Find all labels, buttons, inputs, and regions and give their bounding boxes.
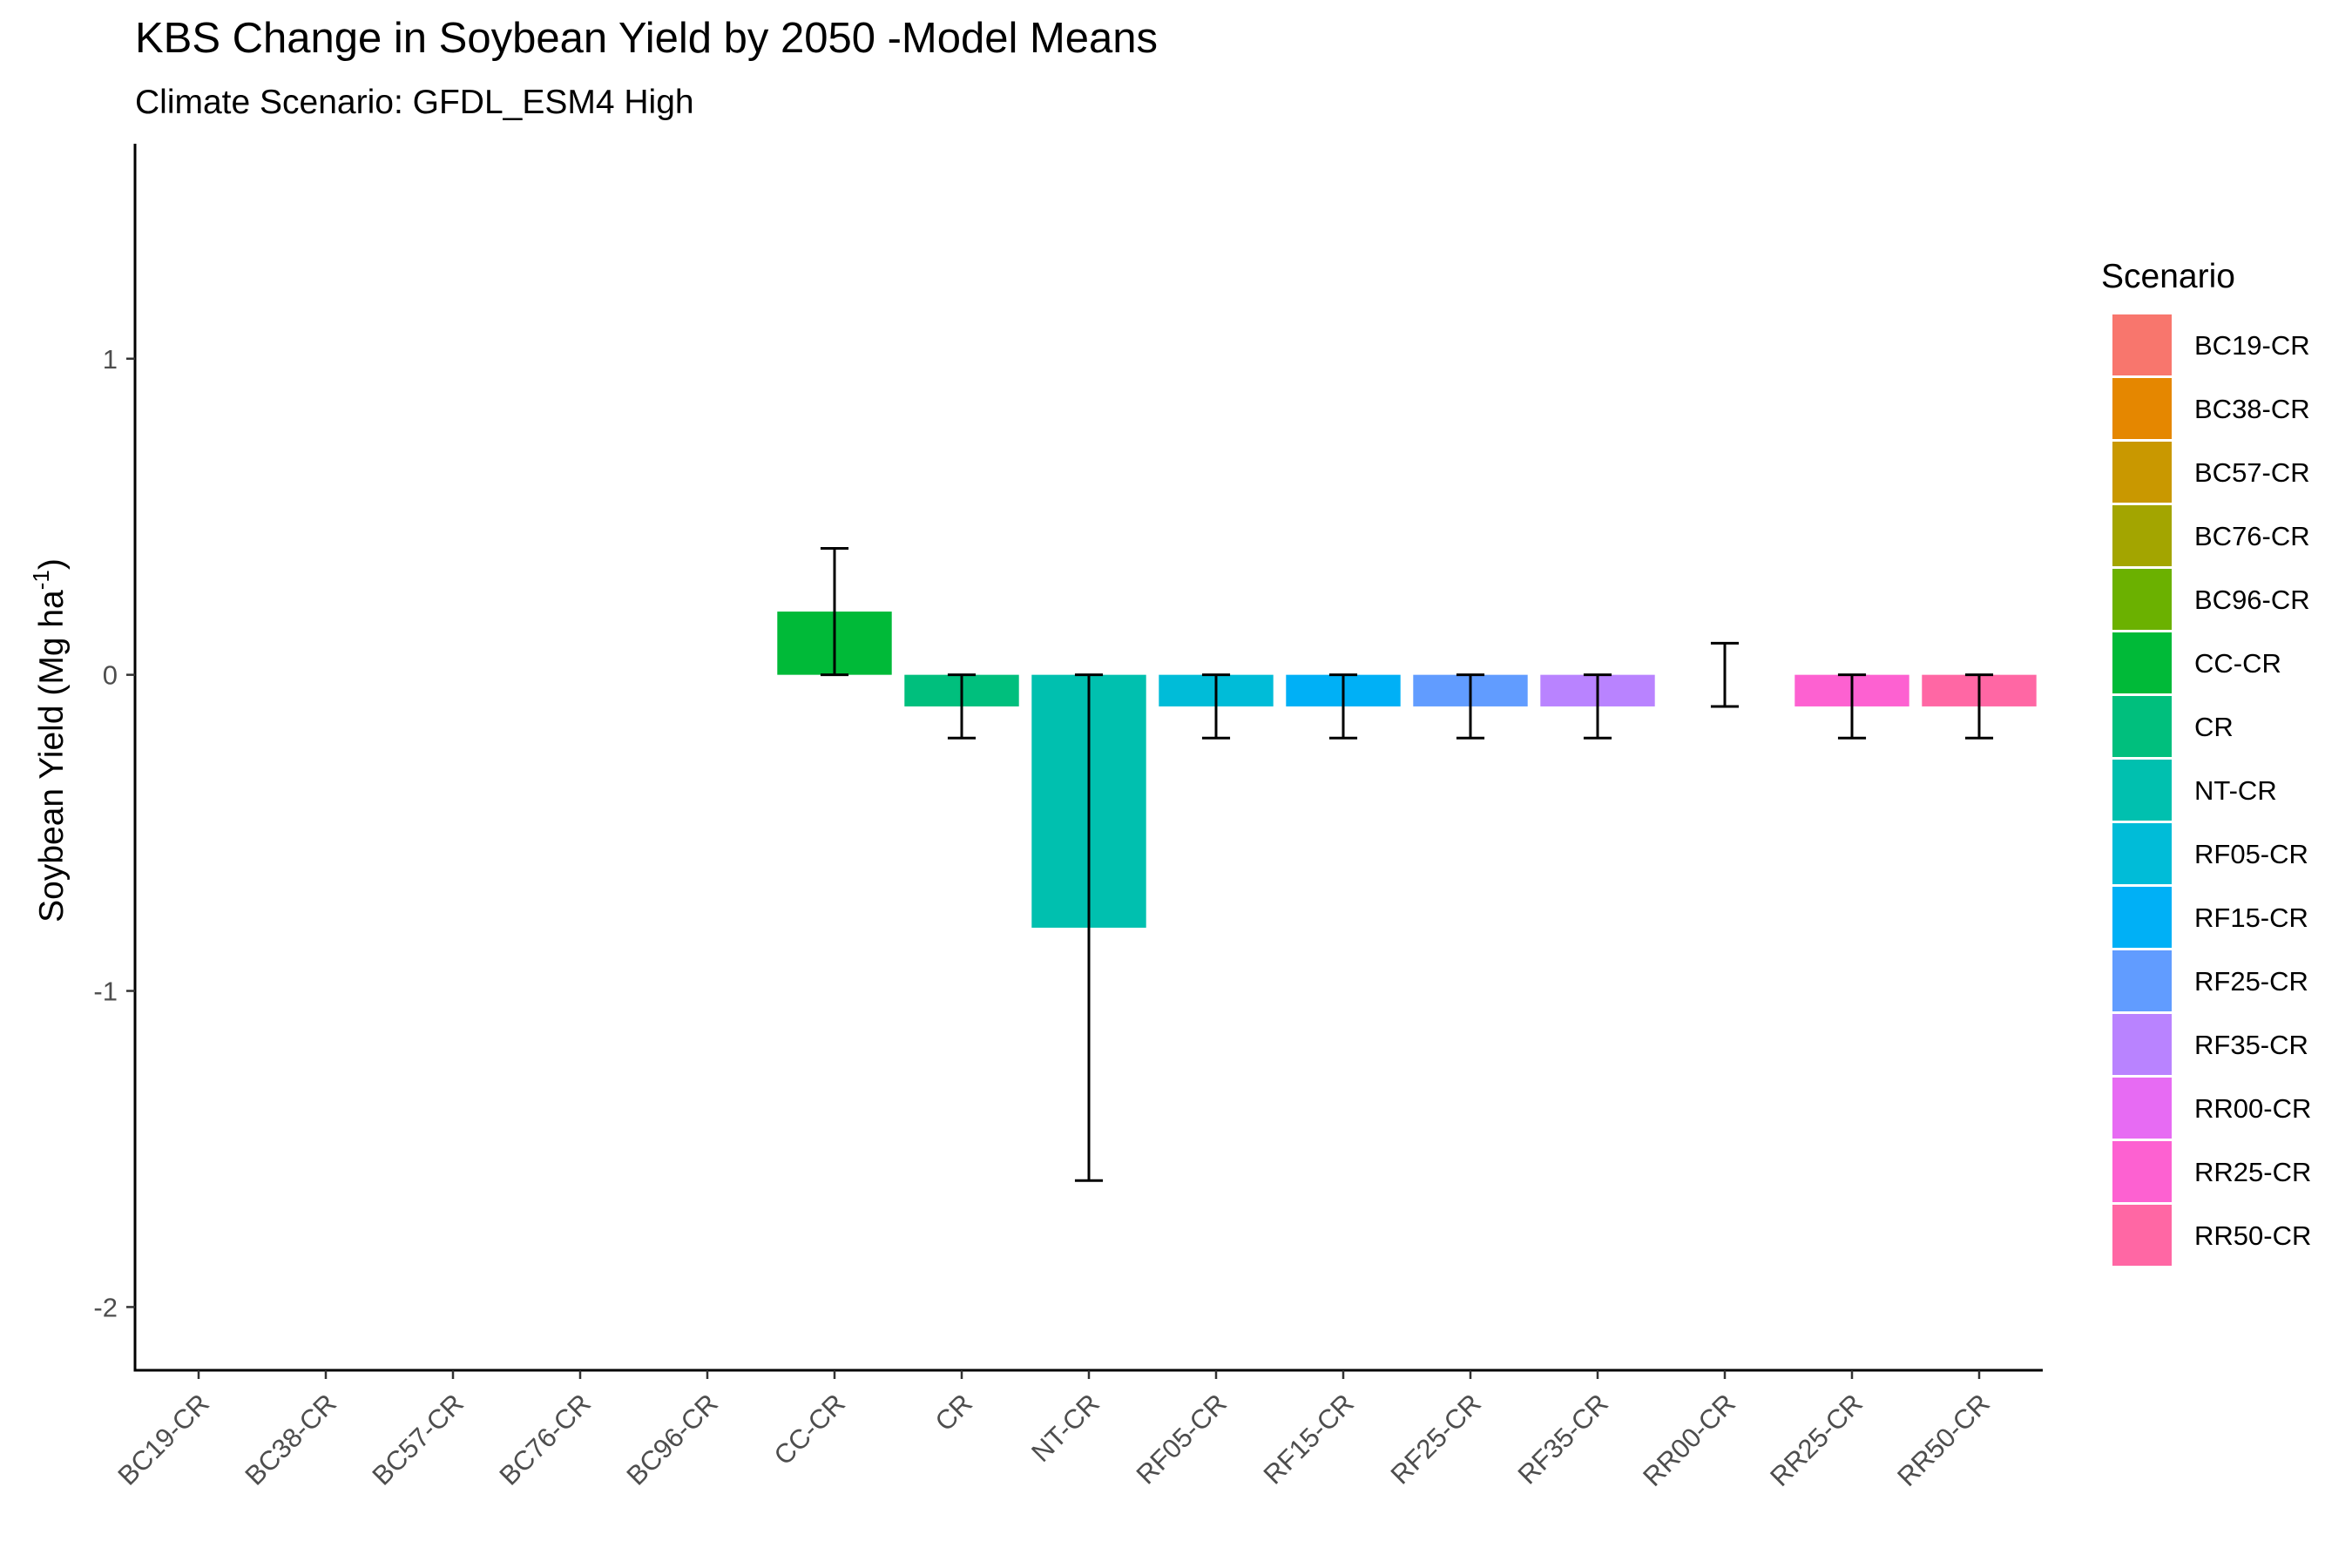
x-tick-label: CC-CR	[768, 1388, 851, 1470]
error-bar-cr	[947, 673, 977, 740]
legend-label: RR00-CR	[2194, 1093, 2311, 1124]
legend-label: RR25-CR	[2194, 1157, 2311, 1187]
legend-key-rf35-cr	[2112, 1014, 2172, 1075]
x-tick-label: BC96-CR	[620, 1388, 724, 1491]
error-bar-rf25-cr	[1456, 673, 1485, 740]
y-axis-label-superscript: -1	[28, 570, 54, 590]
x-tick-label: RR50-CR	[1891, 1388, 1996, 1492]
legend-label: RF25-CR	[2194, 966, 2308, 997]
x-tick-label: BC57-CR	[366, 1388, 470, 1491]
legend-label: RR50-CR	[2194, 1220, 2311, 1251]
error-bar-cc-cr	[820, 546, 849, 677]
legend-label: BC96-CR	[2194, 585, 2310, 615]
legend-key-bc96-cr	[2112, 569, 2172, 630]
error-bars-layer	[820, 546, 1994, 1182]
legend-key-bc38-cr	[2112, 378, 2172, 439]
legend-label: BC19-CR	[2194, 330, 2310, 361]
legend-label: BC57-CR	[2194, 457, 2310, 488]
plot-area: 1 0 -1 -2 BC19-CR BC38-CR BC57-CR BC76-CR BC96-…	[93, 144, 2043, 1492]
legend-key-rf15-cr	[2112, 887, 2172, 948]
error-bar-rr00-cr	[1710, 641, 1740, 708]
x-tick-label: BC19-CR	[112, 1388, 215, 1491]
legend-label: BC76-CR	[2194, 521, 2310, 551]
error-bar-nt-cr	[1074, 673, 1104, 1182]
x-tick-label: RR00-CR	[1637, 1388, 1741, 1492]
x-tick-label: BC38-CR	[239, 1388, 342, 1491]
legend-label: CR	[2194, 712, 2234, 742]
legend-key-rf25-cr	[2112, 950, 2172, 1011]
legend-key-bc19-cr	[2112, 314, 2172, 375]
y-tick-label: -1	[93, 977, 118, 1007]
x-tick-label: RF35-CR	[1512, 1388, 1614, 1490]
legend-label: RF35-CR	[2194, 1030, 2308, 1060]
legend-label: BC38-CR	[2194, 394, 2310, 424]
legend-key-cc-cr	[2112, 632, 2172, 693]
y-tick-label: -2	[93, 1292, 118, 1322]
x-axis-ticks: BC19-CR BC38-CR BC57-CR BC76-CR BC96-CR CC-CR…	[112, 1370, 1996, 1492]
legend-key-bc76-cr	[2112, 505, 2172, 566]
y-axis-label: Soybean Yield (Mg ha-1)	[28, 558, 71, 923]
error-bar-rf05-cr	[1201, 673, 1231, 740]
bars-layer	[777, 612, 2037, 928]
y-tick-label: 1	[103, 344, 118, 375]
x-tick-label: RF15-CR	[1258, 1388, 1360, 1490]
x-tick-label: RF05-CR	[1131, 1388, 1233, 1490]
legend-key-rr50-cr	[2112, 1205, 2172, 1266]
error-bar-rf35-cr	[1583, 673, 1612, 740]
legend-key-bc57-cr	[2112, 442, 2172, 503]
x-tick-label: BC76-CR	[493, 1388, 597, 1491]
legend-items: BC19-CR BC38-CR BC57-CR BC76-CR BC96-CR CC-CR…	[2112, 314, 2311, 1266]
y-axis-ticks: 1 0 -1 -2	[93, 344, 135, 1322]
y-tick-label: 0	[103, 660, 118, 691]
legend-key-rr00-cr	[2112, 1078, 2172, 1139]
x-tick-label: NT-CR	[1025, 1388, 1105, 1468]
legend-label: RF05-CR	[2194, 839, 2308, 869]
error-bar-rf15-cr	[1328, 673, 1358, 740]
error-bar-rr50-cr	[1964, 673, 1994, 740]
chart-subtitle: Climate Scenario: GFDL_ESM4 High	[135, 84, 694, 121]
y-axis-label-main: Soybean Yield (Mg ha	[33, 590, 71, 923]
legend-label: CC-CR	[2194, 648, 2281, 679]
x-tick-label: CR	[929, 1388, 978, 1436]
legend-label: NT-CR	[2194, 775, 2277, 806]
x-tick-label: RR25-CR	[1764, 1388, 1869, 1492]
x-tick-label: RF25-CR	[1385, 1388, 1487, 1490]
legend-key-cr	[2112, 696, 2172, 757]
error-bar-rr25-cr	[1837, 673, 1867, 740]
legend-title: Scenario	[2101, 258, 2235, 295]
legend-key-rr25-cr	[2112, 1141, 2172, 1202]
legend-label: RF15-CR	[2194, 902, 2308, 933]
legend-key-nt-cr	[2112, 760, 2172, 821]
chart-title: KBS Change in Soybean Yield by 2050 -Mod…	[135, 15, 1158, 62]
legend: Scenario BC19-CR BC38-CR BC57-CR BC76-CR BC9…	[2101, 258, 2311, 1266]
legend-key-rf05-cr	[2112, 823, 2172, 884]
y-axis-label-close: )	[33, 558, 71, 570]
